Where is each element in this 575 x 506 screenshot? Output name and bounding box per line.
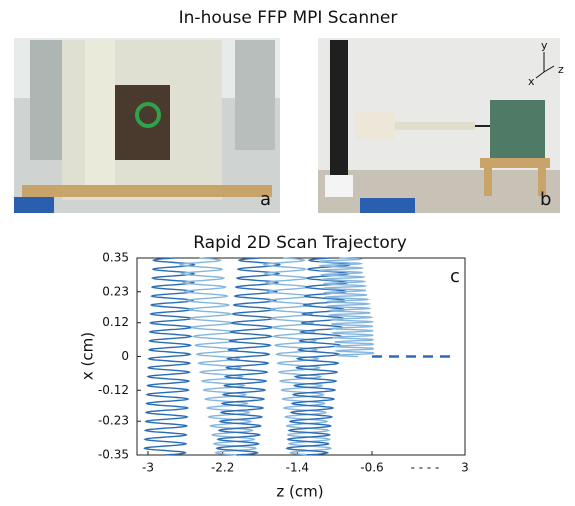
y-tick-label: -0.23 <box>98 414 129 428</box>
x-tick-label: -3 <box>142 461 154 475</box>
axis-y: y <box>541 39 548 52</box>
y-tick-label: 0.12 <box>102 315 129 329</box>
figure-title: In-house FFP MPI Scanner <box>179 8 398 28</box>
y-axis-label: x (cm) <box>79 332 97 380</box>
x-axis-label: z (cm) <box>276 483 323 501</box>
y-tick-label: 0.23 <box>102 284 129 298</box>
x-tick-label: -2.2 <box>211 461 234 475</box>
y-tick-label: -0.35 <box>98 448 129 462</box>
y-tick-label: 0.35 <box>102 251 129 265</box>
axis-z: z <box>558 63 564 76</box>
panel-label: c <box>450 266 460 287</box>
figure: In-house FFP MPI Scanner a y x z b Rapid… <box>0 0 575 506</box>
photo-b <box>318 38 560 213</box>
axis-break: - - - - <box>411 461 440 475</box>
axis-x: x <box>528 75 535 88</box>
photo-a <box>14 38 280 213</box>
x-tick-label: -0.6 <box>360 461 383 475</box>
y-tick-label: -0.12 <box>98 383 129 397</box>
y-tick-label: 0 <box>121 349 129 363</box>
trajectory-sweep <box>145 258 195 455</box>
x-tick-label: -1.4 <box>286 461 309 475</box>
panel-label: b <box>540 189 551 210</box>
x-tick-label: 3 <box>461 461 469 475</box>
chart-title: Rapid 2D Scan Trajectory <box>193 233 407 253</box>
panel-label: a <box>260 189 271 210</box>
